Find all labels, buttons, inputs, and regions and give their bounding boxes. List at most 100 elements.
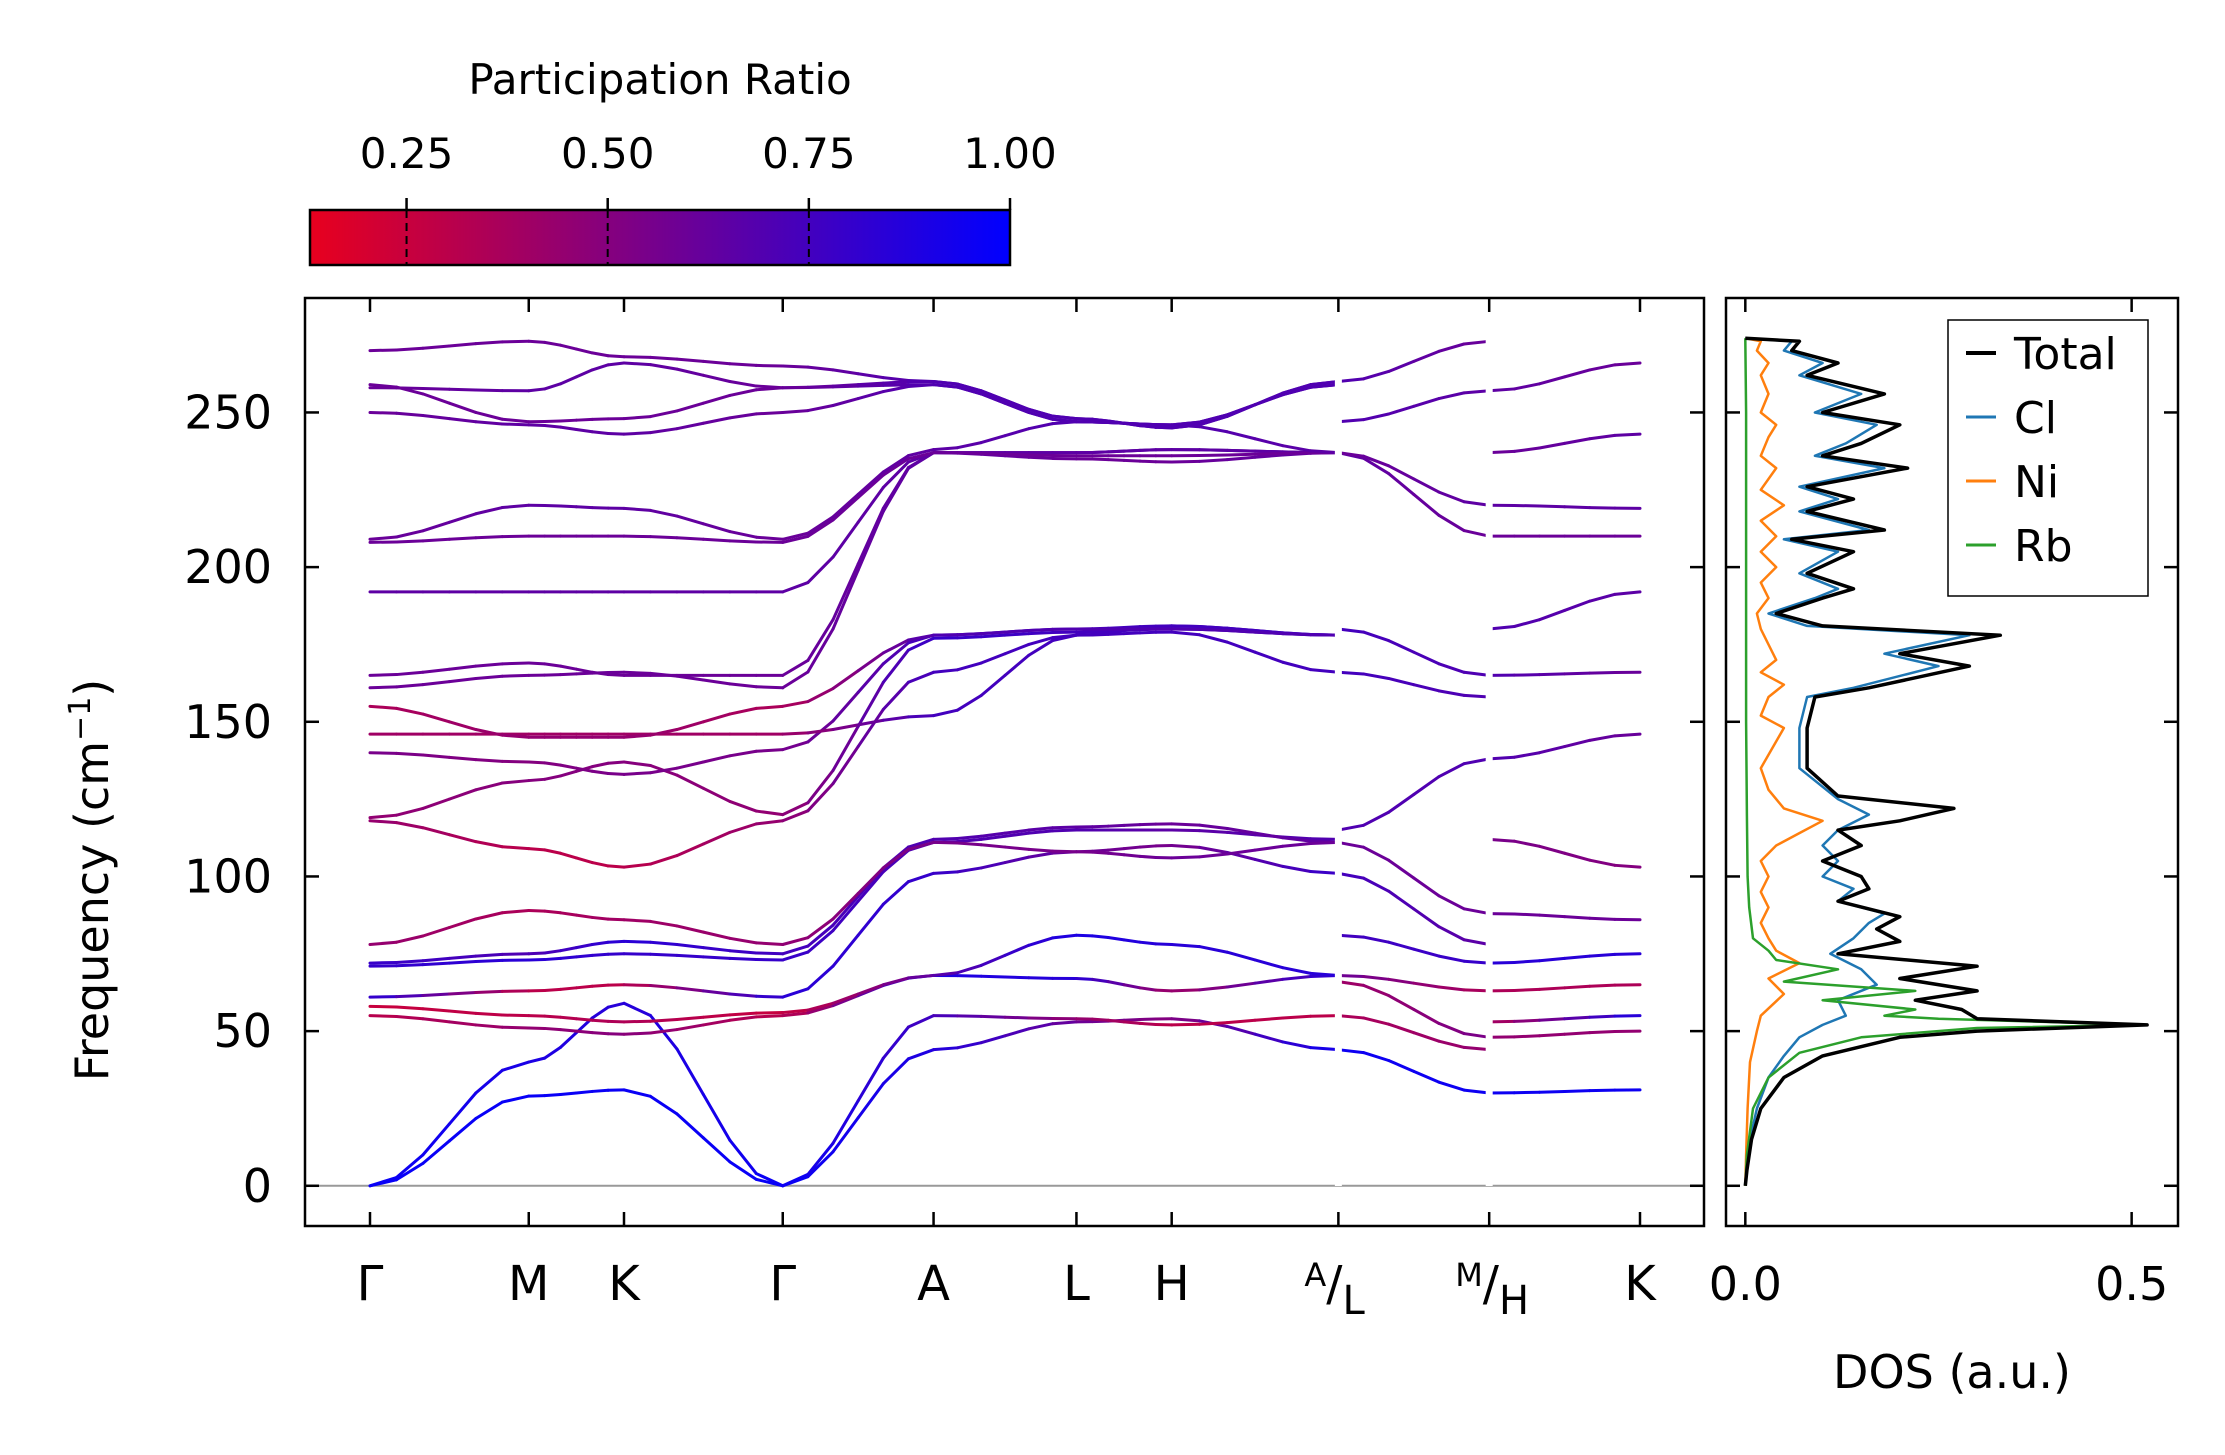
phonon-band — [1336, 451, 1491, 538]
phonon-band — [1487, 1014, 1642, 1024]
phonon-band — [1487, 912, 1642, 922]
dos-x-tick-label: 0.0 — [1709, 1257, 1782, 1311]
colorbar-tick-label: 1.00 — [963, 129, 1057, 178]
band-axes-frame — [303, 296, 1706, 1228]
phonon-band — [1487, 952, 1642, 965]
phonon-band — [368, 448, 1340, 677]
phonon-band — [368, 822, 1340, 965]
x-tick: L — [1063, 298, 1090, 1312]
dos-panel: 0.0 0.5 DOS (a.u.) Total Cl Ni Rb — [1709, 296, 2180, 1399]
x-tick: H — [1154, 298, 1190, 1312]
phonon-band — [368, 451, 1340, 690]
dos-curve-cl — [1744, 336, 1971, 1186]
y-tick: 150 — [184, 695, 1704, 749]
colorbar-title: Participation Ratio — [468, 55, 851, 104]
x-tick-label: M — [508, 1256, 549, 1312]
x-tick-label-split: M/H — [1455, 1256, 1529, 1324]
phonon-band — [1336, 1048, 1491, 1095]
phonon-band — [368, 627, 1340, 739]
colorbar-tick: 0.50 — [561, 129, 655, 265]
colorbar: Participation Ratio 0.25 0.50 0.75 1.00 — [308, 55, 1057, 267]
y-axis-label-superscript: −1 — [63, 697, 98, 741]
y-tick-label: 150 — [184, 695, 272, 749]
phonon-band — [1487, 732, 1642, 761]
phonon-band — [1336, 757, 1491, 832]
y-tick: 100 — [184, 849, 1704, 903]
phonon-band — [1487, 837, 1642, 869]
dos-curve-ni — [1744, 336, 1824, 1186]
phonon-band — [1336, 1014, 1491, 1052]
dos-legend: Total Cl Ni Rb — [1947, 319, 2149, 597]
x-tick: M — [508, 298, 549, 1312]
phonon-band — [368, 624, 1340, 736]
phonon-band — [368, 933, 1340, 1024]
dos-x-tick-label: 0.5 — [2095, 1257, 2168, 1311]
colorbar-tick: 1.00 — [963, 129, 1057, 210]
y-tick: 0 — [243, 1159, 1704, 1213]
y-axis-label-text: Frequency (cm — [65, 741, 119, 1081]
y-tick: 250 — [184, 385, 1704, 439]
phonon-band — [1336, 973, 1491, 993]
x-tick: K — [1624, 298, 1657, 1312]
x-tick-label: A — [917, 1256, 950, 1312]
x-tick: M/H — [1455, 298, 1529, 1324]
y-tick-label: 100 — [184, 849, 272, 903]
y-tick-label: 250 — [184, 385, 272, 439]
phonon-band — [368, 973, 1340, 1036]
colorbar-tick: 0.25 — [360, 129, 453, 265]
band-structure-panel: 0 50 100 150 200 250 Γ M K Γ A L H A/L M/H K Frequency… — [63, 296, 1706, 1324]
phonon-band — [368, 630, 1340, 869]
phonon-band — [1336, 389, 1491, 424]
x-tick: A — [917, 298, 950, 1312]
x-tick: K — [608, 298, 641, 1312]
x-tick-label: H — [1154, 1256, 1190, 1312]
x-tick: Γ — [769, 298, 796, 1312]
phonon-band — [1487, 1088, 1642, 1095]
phonon-band — [368, 627, 1340, 820]
dos-axes-frame — [1724, 296, 2180, 1228]
phonon-band — [368, 1001, 1340, 1188]
x-tick-label-split: A/L — [1304, 1256, 1365, 1324]
svg-text:Frequency (cm−1): Frequency (cm−1) — [63, 679, 119, 1082]
phonon-band — [1336, 871, 1491, 947]
phonon-band — [1487, 432, 1642, 455]
phonon-band — [1336, 627, 1491, 677]
phonon-band — [368, 451, 1340, 544]
phonon-band — [1336, 840, 1491, 916]
x-tick-label: K — [1624, 1256, 1657, 1312]
phonon-band — [368, 380, 1340, 430]
phonon-band — [1487, 670, 1642, 677]
dos-curve-rb — [1744, 338, 2149, 1186]
y-tick: 50 — [213, 1004, 1704, 1058]
phonon-band — [368, 339, 1340, 430]
y-tick: 200 — [184, 540, 1704, 594]
legend-label: Cl — [2014, 393, 2057, 444]
legend-entry: Ni — [1966, 457, 2059, 508]
phonon-band — [1336, 980, 1491, 1039]
legend-entry: Rb — [1966, 521, 2073, 572]
dos-x-tick: 0.5 — [2095, 298, 2168, 1311]
colorbar-tick-label: 0.50 — [561, 129, 655, 178]
colorbar-tick-label: 0.75 — [762, 129, 856, 178]
y-axis-label-close: ) — [65, 679, 119, 697]
y-axis-label: Frequency (cm−1) — [63, 679, 119, 1082]
legend-label: Ni — [2014, 457, 2059, 508]
y-tick-label: 200 — [184, 540, 272, 594]
phonon-band — [1336, 933, 1491, 965]
dos-curve-total — [1743, 336, 2149, 1186]
phonon-band — [1487, 590, 1642, 631]
legend-entry: Total — [1966, 329, 2117, 380]
y-tick-label: 0 — [243, 1159, 272, 1213]
colorbar-gradient — [308, 208, 1012, 267]
phonon-band — [1487, 1029, 1642, 1039]
legend-label: Rb — [2014, 521, 2073, 572]
legend-label: Total — [2013, 329, 2117, 380]
x-tick-label: Γ — [357, 1256, 384, 1312]
x-tick-label: Γ — [769, 1256, 796, 1312]
phonon-band — [368, 840, 1340, 947]
y-tick-label: 50 — [213, 1004, 272, 1058]
dos-x-tick: 0.0 — [1709, 298, 1782, 1311]
phonon-band — [1336, 670, 1491, 699]
phonon-band — [1487, 983, 1642, 993]
